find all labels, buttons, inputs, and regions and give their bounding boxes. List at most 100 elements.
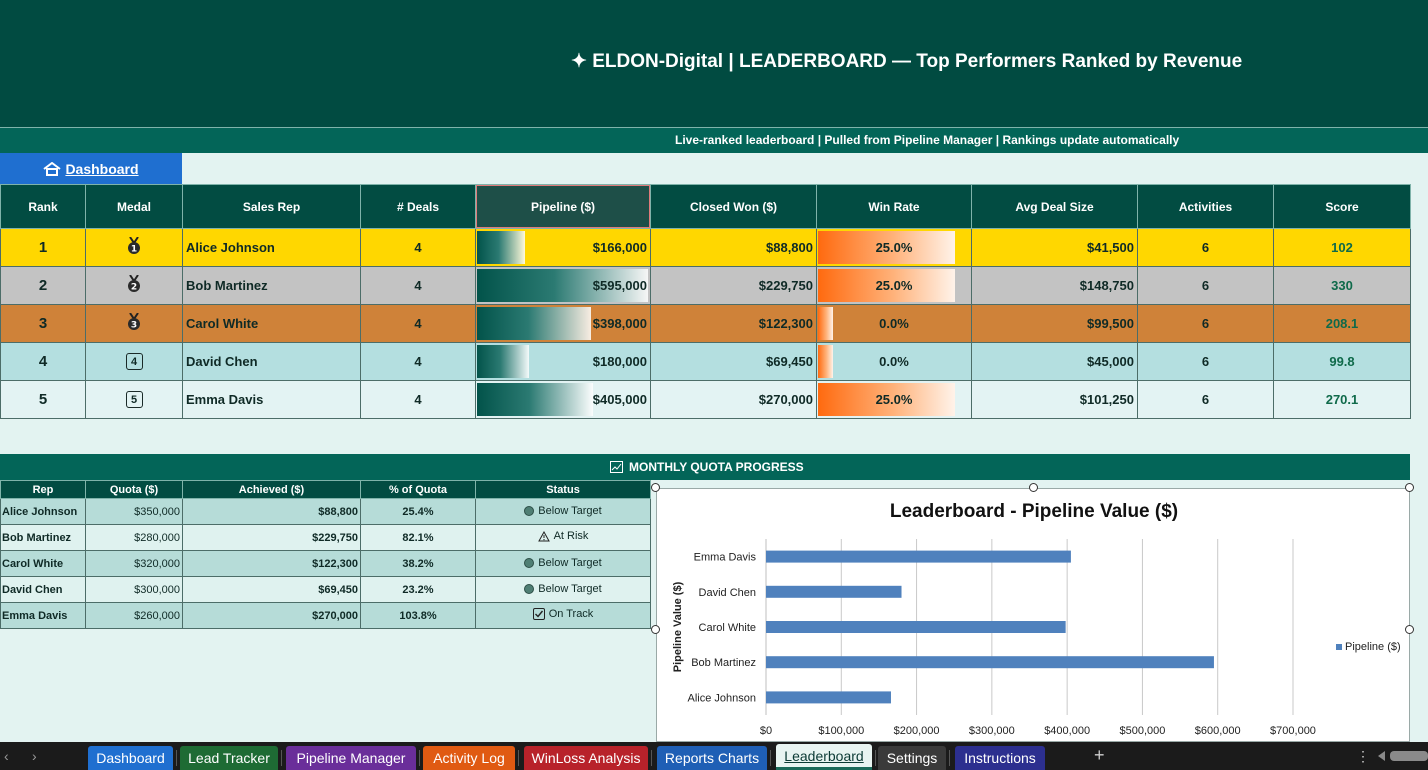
- add-sheet-button[interactable]: +: [1094, 745, 1105, 765]
- sheet-tab-pipeline-manager[interactable]: Pipeline Manager: [286, 746, 416, 770]
- achieved-cell[interactable]: $229,750: [182, 524, 361, 551]
- closed-won-cell[interactable]: $88,800: [650, 228, 817, 267]
- rank-cell[interactable]: 1: [0, 228, 86, 267]
- achieved-cell[interactable]: $88,800: [182, 498, 361, 525]
- sheet-tab-dashboard[interactable]: Dashboard: [88, 746, 173, 770]
- win-rate-cell[interactable]: 0.0%: [816, 304, 972, 343]
- chart-resize-handle[interactable]: [1029, 483, 1038, 492]
- rank-cell[interactable]: 5: [0, 380, 86, 419]
- quota-rep-cell[interactable]: Emma Davis: [0, 602, 86, 629]
- quota-col-status[interactable]: Status: [475, 480, 651, 499]
- closed-won-cell[interactable]: $270,000: [650, 380, 817, 419]
- score-cell[interactable]: 330: [1273, 266, 1411, 305]
- col-medal[interactable]: Medal: [85, 184, 183, 229]
- deals-cell[interactable]: 4: [360, 228, 476, 267]
- horizontal-scrollbar[interactable]: [1390, 751, 1428, 761]
- quota-col-rep[interactable]: Rep: [0, 480, 86, 499]
- achieved-cell[interactable]: $270,000: [182, 602, 361, 629]
- chart-resize-handle[interactable]: [651, 625, 660, 634]
- medal-cell[interactable]: 3: [85, 304, 183, 343]
- pipeline-chart[interactable]: Leaderboard - Pipeline Value ($) $0 $100,0…: [656, 488, 1410, 742]
- col-avg-deal[interactable]: Avg Deal Size: [971, 184, 1138, 229]
- deals-cell[interactable]: 4: [360, 342, 476, 381]
- win-rate-cell[interactable]: 0.0%: [816, 342, 972, 381]
- activities-cell[interactable]: 6: [1137, 304, 1274, 343]
- rank-cell[interactable]: 2: [0, 266, 86, 305]
- pct-quota-cell[interactable]: 25.4%: [360, 498, 476, 525]
- pct-quota-cell[interactable]: 23.2%: [360, 576, 476, 603]
- sheet-tab-leaderboard[interactable]: Leaderboard: [776, 744, 872, 770]
- next-sheet-button[interactable]: ›: [32, 748, 37, 764]
- pct-quota-cell[interactable]: 103.8%: [360, 602, 476, 629]
- activities-cell[interactable]: 6: [1137, 266, 1274, 305]
- activities-cell[interactable]: 6: [1137, 380, 1274, 419]
- status-cell[interactable]: Below Target: [475, 498, 651, 525]
- status-cell[interactable]: At Risk: [475, 524, 651, 551]
- pipeline-cell[interactable]: $595,000: [475, 266, 651, 305]
- win-rate-cell[interactable]: 25.0%: [816, 228, 972, 267]
- avg-deal-cell[interactable]: $101,250: [971, 380, 1138, 419]
- sheet-tab-lead-tracker[interactable]: Lead Tracker: [180, 746, 278, 770]
- activities-cell[interactable]: 6: [1137, 342, 1274, 381]
- medal-cell[interactable]: 5: [85, 380, 183, 419]
- quota-amount-cell[interactable]: $350,000: [85, 498, 183, 525]
- more-options-icon[interactable]: ⋮: [1356, 748, 1370, 764]
- prev-sheet-button[interactable]: ‹: [4, 748, 9, 764]
- avg-deal-cell[interactable]: $41,500: [971, 228, 1138, 267]
- chart-resize-handle[interactable]: [1405, 625, 1414, 634]
- quota-rep-cell[interactable]: David Chen: [0, 576, 86, 603]
- sales-rep-cell[interactable]: Alice Johnson: [182, 228, 361, 267]
- col-pipeline[interactable]: Pipeline ($): [475, 184, 651, 229]
- rank-cell[interactable]: 3: [0, 304, 86, 343]
- dashboard-link-button[interactable]: Dashboard: [0, 153, 182, 184]
- col-score[interactable]: Score: [1273, 184, 1411, 229]
- sheet-tab-settings[interactable]: Settings: [878, 746, 946, 770]
- score-cell[interactable]: 102: [1273, 228, 1411, 267]
- pipeline-cell[interactable]: $166,000: [475, 228, 651, 267]
- col-closed-won[interactable]: Closed Won ($): [650, 184, 817, 229]
- quota-rep-cell[interactable]: Bob Martinez: [0, 524, 86, 551]
- scroll-left-icon[interactable]: [1378, 751, 1385, 761]
- quota-amount-cell[interactable]: $260,000: [85, 602, 183, 629]
- col-sales-rep[interactable]: Sales Rep: [182, 184, 361, 229]
- quota-col-quota[interactable]: Quota ($): [85, 480, 183, 499]
- achieved-cell[interactable]: $69,450: [182, 576, 361, 603]
- quota-amount-cell[interactable]: $280,000: [85, 524, 183, 551]
- activities-cell[interactable]: 6: [1137, 228, 1274, 267]
- quota-rep-cell[interactable]: Alice Johnson: [0, 498, 86, 525]
- quota-col-achieved[interactable]: Achieved ($): [182, 480, 361, 499]
- sales-rep-cell[interactable]: Bob Martinez: [182, 266, 361, 305]
- rank-cell[interactable]: 4: [0, 342, 86, 381]
- sheet-tab-instructions[interactable]: Instructions: [955, 746, 1045, 770]
- deals-cell[interactable]: 4: [360, 380, 476, 419]
- win-rate-cell[interactable]: 25.0%: [816, 380, 972, 419]
- status-cell[interactable]: Below Target: [475, 550, 651, 577]
- pipeline-cell[interactable]: $405,000: [475, 380, 651, 419]
- pct-quota-cell[interactable]: 82.1%: [360, 524, 476, 551]
- pipeline-cell[interactable]: $180,000: [475, 342, 651, 381]
- col-rank[interactable]: Rank: [0, 184, 86, 229]
- col-activities[interactable]: Activities: [1137, 184, 1274, 229]
- sales-rep-cell[interactable]: David Chen: [182, 342, 361, 381]
- avg-deal-cell[interactable]: $99,500: [971, 304, 1138, 343]
- status-cell[interactable]: On Track: [475, 602, 651, 629]
- sales-rep-cell[interactable]: Emma Davis: [182, 380, 361, 419]
- status-cell[interactable]: Below Target: [475, 576, 651, 603]
- score-cell[interactable]: 208.1: [1273, 304, 1411, 343]
- sheet-tab-activity-log[interactable]: Activity Log: [423, 746, 515, 770]
- score-cell[interactable]: 270.1: [1273, 380, 1411, 419]
- pipeline-cell[interactable]: $398,000: [475, 304, 651, 343]
- quota-amount-cell[interactable]: $320,000: [85, 550, 183, 577]
- medal-cell[interactable]: 2: [85, 266, 183, 305]
- deals-cell[interactable]: 4: [360, 266, 476, 305]
- closed-won-cell[interactable]: $69,450: [650, 342, 817, 381]
- sales-rep-cell[interactable]: Carol White: [182, 304, 361, 343]
- pct-quota-cell[interactable]: 38.2%: [360, 550, 476, 577]
- quota-amount-cell[interactable]: $300,000: [85, 576, 183, 603]
- avg-deal-cell[interactable]: $148,750: [971, 266, 1138, 305]
- achieved-cell[interactable]: $122,300: [182, 550, 361, 577]
- score-cell[interactable]: 99.8: [1273, 342, 1411, 381]
- win-rate-cell[interactable]: 25.0%: [816, 266, 972, 305]
- sheet-tab-winloss-analysis[interactable]: WinLoss Analysis: [524, 746, 648, 770]
- chart-resize-handle[interactable]: [651, 483, 660, 492]
